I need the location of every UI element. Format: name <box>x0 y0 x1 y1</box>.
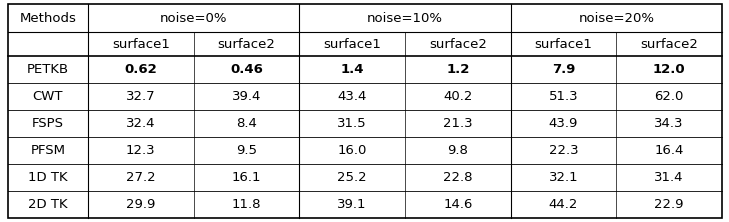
Text: 34.3: 34.3 <box>655 117 684 130</box>
Text: 39.1: 39.1 <box>338 198 367 211</box>
Text: 22.3: 22.3 <box>549 144 578 157</box>
Text: 43.4: 43.4 <box>338 90 367 103</box>
Text: PETKB: PETKB <box>27 63 69 76</box>
Text: 16.1: 16.1 <box>232 171 261 184</box>
Text: PFSM: PFSM <box>31 144 66 157</box>
Text: 9.8: 9.8 <box>448 144 468 157</box>
Text: 2D TK: 2D TK <box>28 198 68 211</box>
Text: 14.6: 14.6 <box>443 198 472 211</box>
Text: 12.0: 12.0 <box>653 63 685 76</box>
Text: 22.9: 22.9 <box>655 198 684 211</box>
Text: 25.2: 25.2 <box>338 171 367 184</box>
Text: 16.0: 16.0 <box>338 144 367 157</box>
Text: surface1: surface1 <box>323 38 381 50</box>
Text: 1D TK: 1D TK <box>28 171 68 184</box>
Text: FSPS: FSPS <box>32 117 64 130</box>
Text: 9.5: 9.5 <box>236 144 257 157</box>
Text: 32.1: 32.1 <box>549 171 578 184</box>
Text: Methods: Methods <box>20 12 77 24</box>
Text: noise=0%: noise=0% <box>160 12 227 24</box>
Text: 40.2: 40.2 <box>443 90 472 103</box>
Text: 29.9: 29.9 <box>126 198 155 211</box>
Text: 1.4: 1.4 <box>340 63 364 76</box>
Text: 32.4: 32.4 <box>126 117 155 130</box>
Text: 0.46: 0.46 <box>230 63 263 76</box>
Text: 31.4: 31.4 <box>655 171 684 184</box>
Text: 8.4: 8.4 <box>236 117 257 130</box>
Text: surface2: surface2 <box>217 38 276 50</box>
Text: 7.9: 7.9 <box>552 63 575 76</box>
Text: 12.3: 12.3 <box>126 144 156 157</box>
Text: surface1: surface1 <box>534 38 593 50</box>
Text: 51.3: 51.3 <box>549 90 578 103</box>
Text: 27.2: 27.2 <box>126 171 156 184</box>
Text: surface2: surface2 <box>429 38 487 50</box>
Text: 44.2: 44.2 <box>549 198 578 211</box>
Text: 16.4: 16.4 <box>655 144 684 157</box>
Text: surface2: surface2 <box>640 38 698 50</box>
Text: 39.4: 39.4 <box>232 90 261 103</box>
Text: 32.7: 32.7 <box>126 90 156 103</box>
Text: 21.3: 21.3 <box>443 117 472 130</box>
Text: 43.9: 43.9 <box>549 117 578 130</box>
Text: 0.62: 0.62 <box>125 63 157 76</box>
Text: 22.8: 22.8 <box>443 171 472 184</box>
Text: CWT: CWT <box>33 90 63 103</box>
Text: noise=10%: noise=10% <box>367 12 443 24</box>
Text: 31.5: 31.5 <box>338 117 367 130</box>
Text: 1.2: 1.2 <box>446 63 469 76</box>
Text: 11.8: 11.8 <box>232 198 261 211</box>
Text: surface1: surface1 <box>112 38 170 50</box>
Text: 62.0: 62.0 <box>655 90 684 103</box>
Text: noise=20%: noise=20% <box>578 12 655 24</box>
